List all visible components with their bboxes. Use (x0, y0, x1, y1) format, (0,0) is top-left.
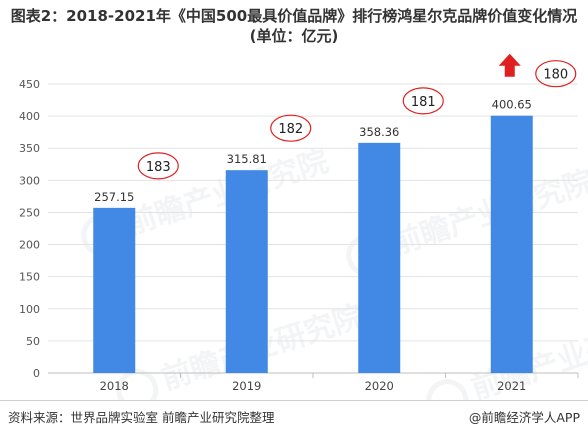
bar (225, 170, 268, 373)
annotation-label: 182 (278, 122, 303, 137)
data-label: 315.81 (227, 152, 267, 166)
y-tick-label: 150 (19, 271, 40, 284)
y-tick-label: 200 (19, 239, 40, 252)
footer: 资料来源：世界品牌实验室 前瞻产业研究院整理 @前瞻经济学人APP (0, 400, 588, 437)
annotation-label: 181 (411, 95, 436, 110)
annotation-label: 183 (146, 160, 171, 175)
y-tick-label: 100 (19, 303, 40, 316)
bar (93, 207, 136, 373)
up-arrow-icon (498, 53, 521, 77)
x-tick-label: 2019 (232, 379, 261, 393)
data-label: 358.36 (359, 125, 399, 139)
x-tick-label: 2020 (365, 379, 394, 393)
y-tick-label: 250 (19, 206, 40, 219)
y-tick-label: 50 (26, 335, 40, 348)
y-tick-label: 300 (19, 174, 40, 187)
chart-title: 图表2：2018-2021年《中国500最具价值品牌》排行榜鸿星尔克品牌价值变化… (10, 7, 578, 45)
annotation-label: 180 (543, 68, 568, 83)
bar (490, 115, 533, 373)
y-tick-label: 400 (19, 110, 40, 123)
y-tick-label: 350 (19, 142, 40, 155)
data-label: 400.65 (492, 98, 532, 112)
data-label: 257.15 (94, 190, 134, 204)
x-tick-label: 2021 (497, 379, 526, 393)
annotation-ellipse (402, 87, 444, 115)
annotation-ellipse (137, 152, 179, 180)
x-tick-label: 2018 (100, 379, 129, 393)
bar (358, 142, 401, 373)
y-tick-label: 450 (19, 78, 40, 91)
y-tick-label: 0 (33, 367, 40, 380)
brand-credit: @前瞻经济学人APP (468, 410, 580, 425)
bar-chart: 0 50 100 150 200 250 300 350 400 450 257.15 2018 183… (19, 53, 579, 393)
source-note: 资料来源：世界品牌实验室 前瞻产业研究院整理 (8, 410, 275, 425)
annotation-ellipse (270, 114, 312, 142)
annotation-ellipse (535, 60, 577, 88)
